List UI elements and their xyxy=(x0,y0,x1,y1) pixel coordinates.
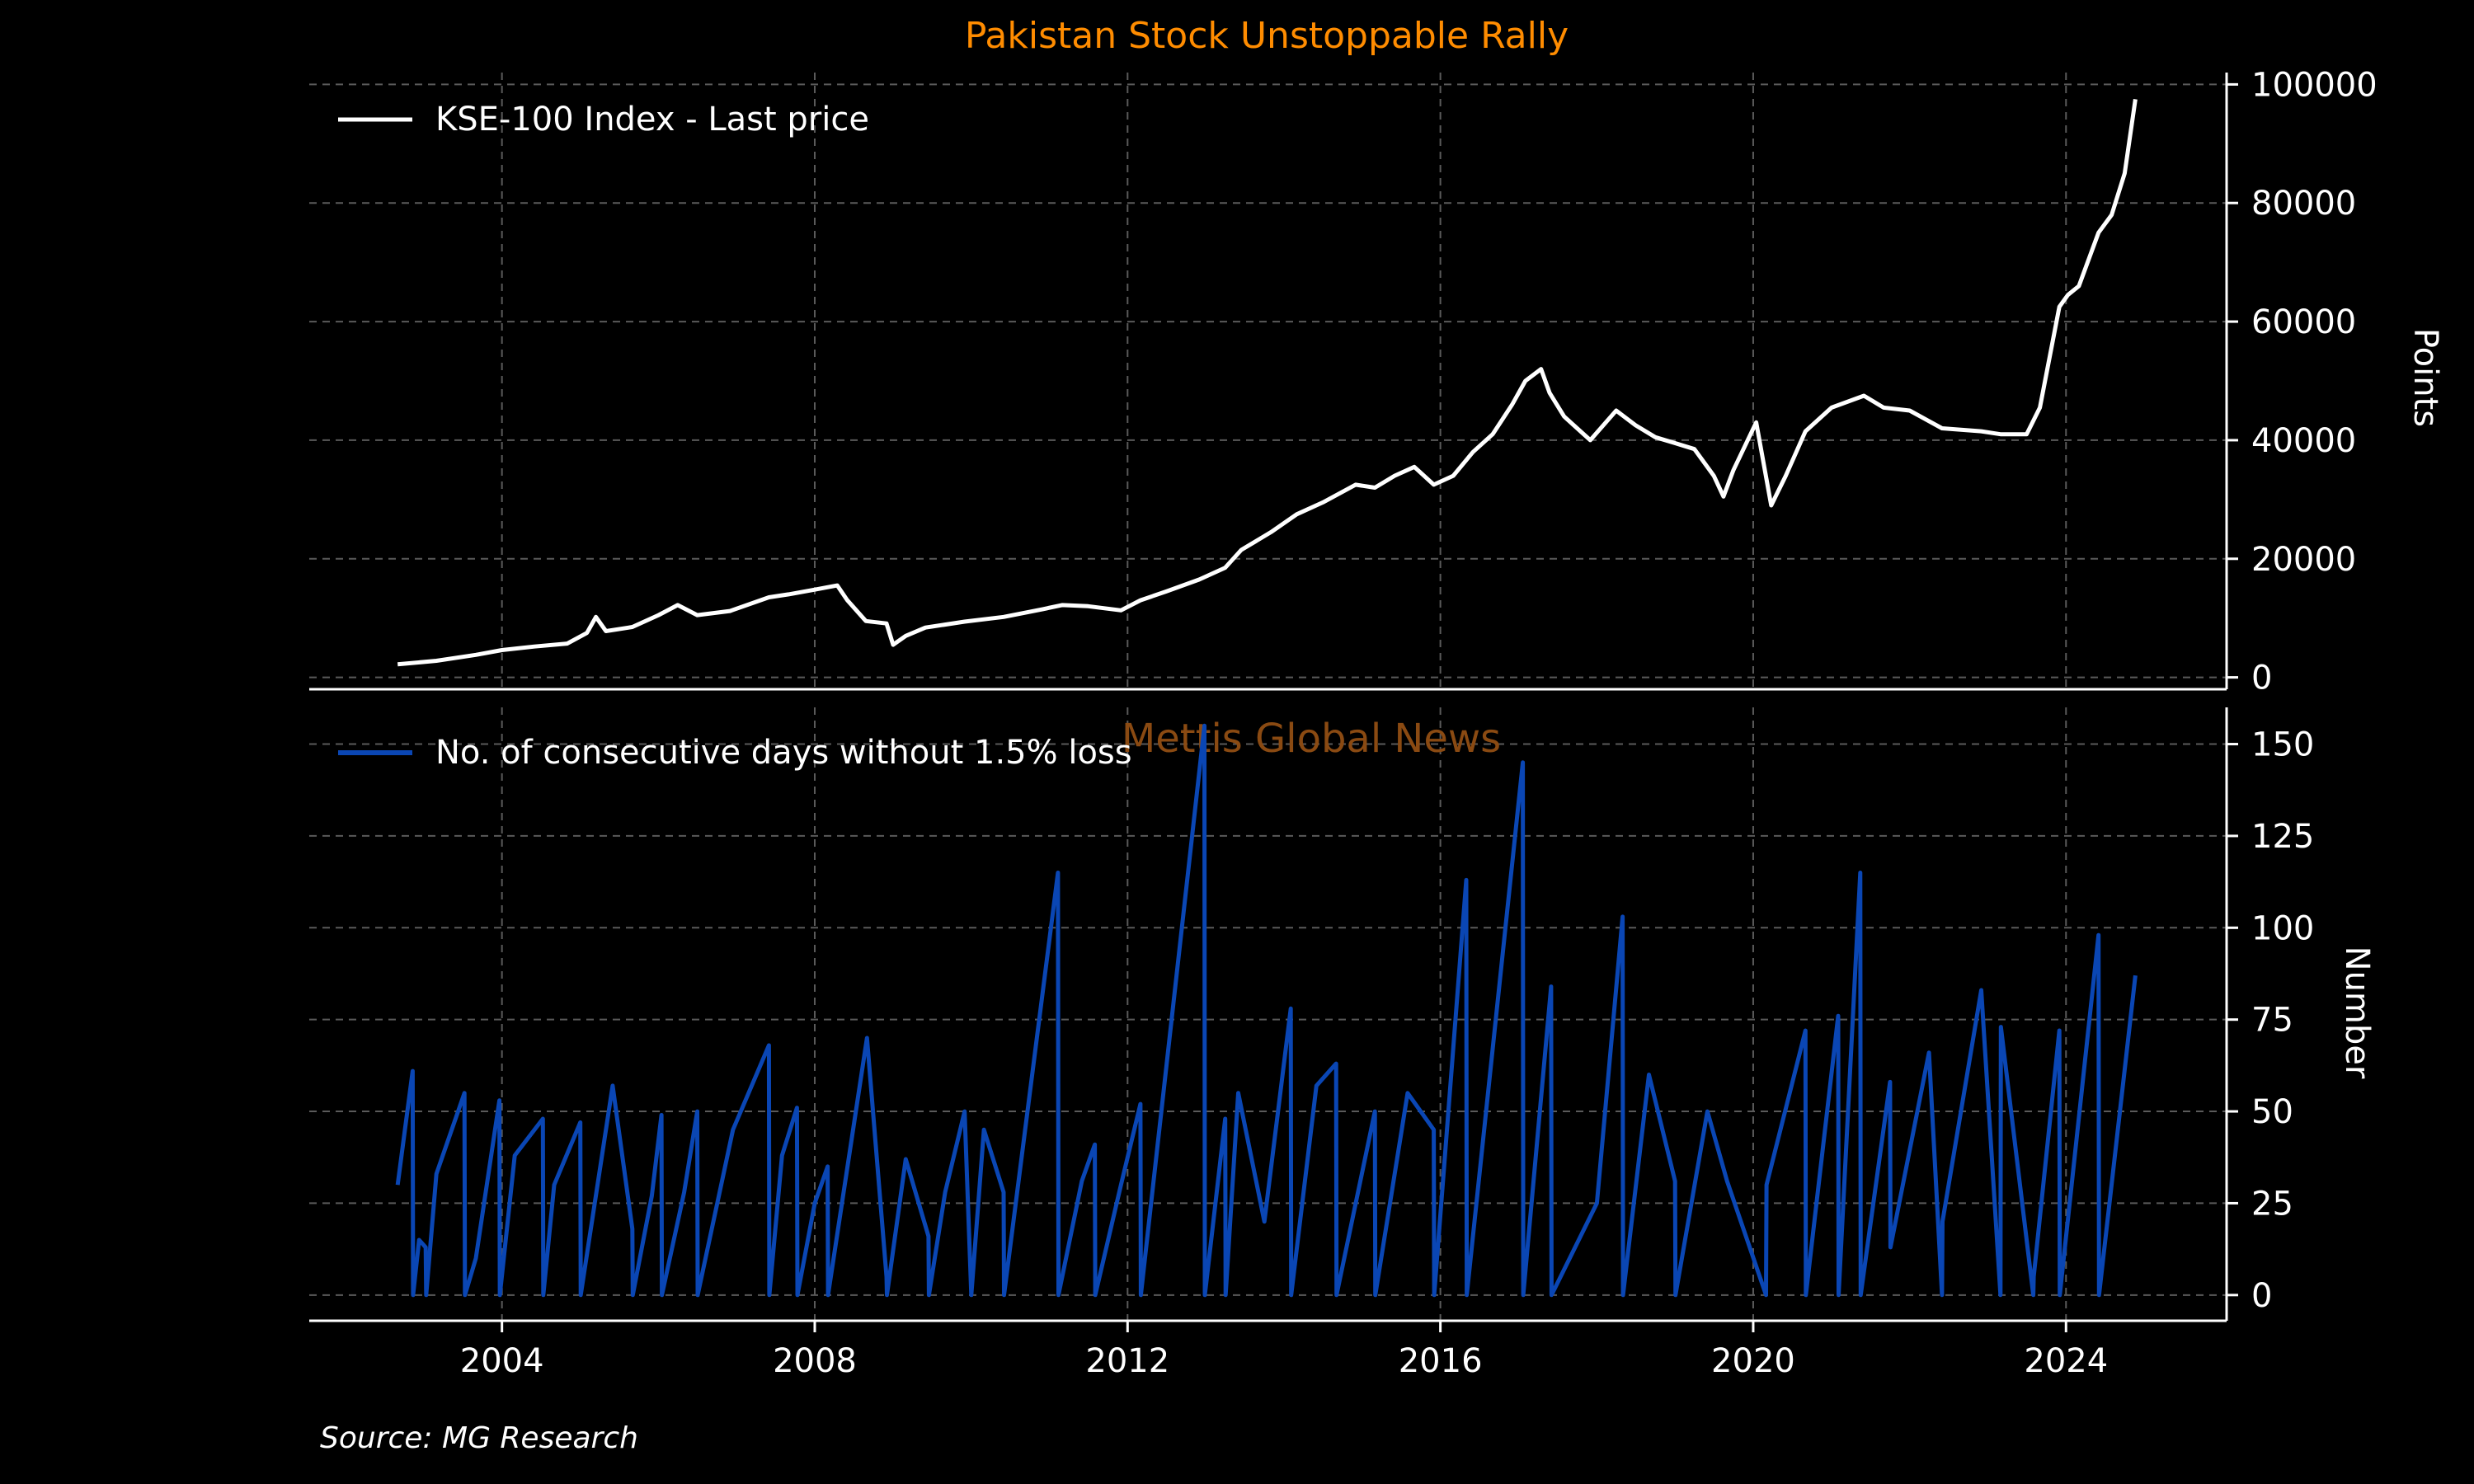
x-tick-label: 2024 xyxy=(2024,1342,2108,1380)
x-tick-label: 2004 xyxy=(460,1342,544,1380)
price-y-ticks: 0 20000 40000 60000 80000 100000 xyxy=(2227,66,2378,697)
price-y-tick-label: 60000 xyxy=(2251,303,2356,341)
price-y-tick-label: 0 xyxy=(2251,660,2272,697)
watermark-text: Mettis Global News xyxy=(1122,716,1501,762)
price-legend-label: KSE-100 Index - Last price xyxy=(435,101,869,139)
count-y-tick-label: 0 xyxy=(2251,1277,2272,1315)
count-series-line xyxy=(395,723,2138,1298)
x-tick-label: 2020 xyxy=(1711,1342,1795,1380)
price-y-axis-label: Points xyxy=(2406,328,2444,427)
x-tick-label: 2016 xyxy=(1399,1342,1483,1380)
x-tick-label: 2012 xyxy=(1085,1342,1169,1380)
count-y-tick-label: 50 xyxy=(2251,1093,2293,1131)
x-tick-label: 2008 xyxy=(773,1342,857,1380)
chart-title: Pakistan Stock Unstoppable Rally xyxy=(965,15,1569,57)
source-note: Source: MG Research xyxy=(320,1421,638,1455)
price-y-tick-label: 40000 xyxy=(2251,422,2356,460)
count-y-tick-label: 75 xyxy=(2251,1002,2293,1040)
price-series-line xyxy=(397,99,2138,667)
price-y-tick-label: 80000 xyxy=(2251,185,2356,223)
count-grid xyxy=(309,707,2227,1321)
count-y-tick-label: 100 xyxy=(2251,909,2314,947)
x-axis-ticks: 2004 2008 2012 2016 2020 2024 xyxy=(460,1321,2108,1380)
count-panel: Mettis Global News 0 25 50 75 100 125 150 2004… xyxy=(309,707,2376,1380)
count-legend-label: No. of consecutive days without 1.5% los… xyxy=(435,734,1132,772)
count-y-tick-label: 125 xyxy=(2251,818,2314,856)
price-grid xyxy=(309,73,2227,689)
count-y-axis-label: Number xyxy=(2338,946,2376,1079)
price-y-tick-label: 20000 xyxy=(2251,541,2356,579)
count-y-tick-label: 150 xyxy=(2251,726,2314,764)
price-y-tick-label: 100000 xyxy=(2251,66,2378,104)
count-y-ticks: 0 25 50 75 100 125 150 xyxy=(2227,726,2314,1315)
count-y-tick-label: 25 xyxy=(2251,1185,2293,1223)
price-panel: 0 20000 40000 60000 80000 100000 Points KSE-1… xyxy=(309,66,2444,697)
